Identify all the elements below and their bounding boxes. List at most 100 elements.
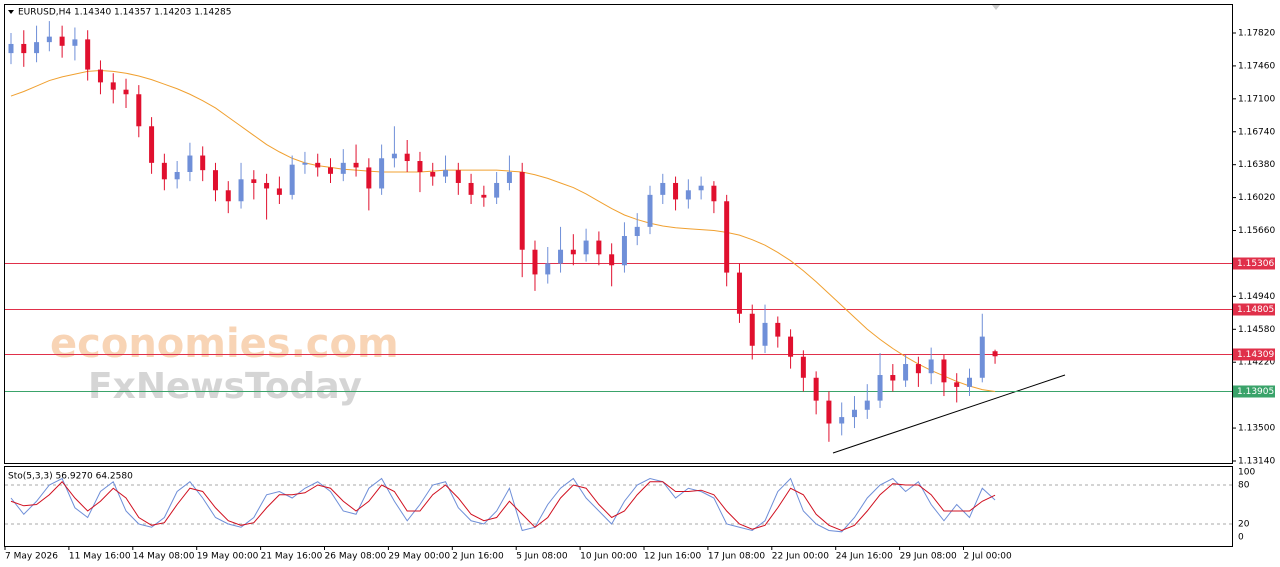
moving-average <box>10 69 996 392</box>
y-tick-label: 1.14220 <box>1238 358 1275 368</box>
level-label: 1.14805 <box>1237 305 1274 315</box>
stoch-line <box>10 480 996 532</box>
candle-body <box>443 170 449 177</box>
candle-body <box>187 155 193 172</box>
candle-body <box>890 375 896 381</box>
y-tick-label: 0 <box>1238 533 1244 543</box>
candle-body <box>800 356 806 378</box>
candle-body <box>545 263 551 275</box>
candle-body <box>685 190 691 200</box>
candle-body <box>506 171 512 183</box>
x-tick-label: 26 May 08:00 <box>325 552 387 562</box>
candle-body <box>289 164 295 195</box>
candle-body <box>34 42 40 54</box>
x-tick-label: 2 Jun 16:00 <box>452 552 504 562</box>
candle-body <box>724 201 730 273</box>
candle-body <box>251 179 257 183</box>
candle-body <box>519 171 525 250</box>
y-tick-label: 1.14580 <box>1238 325 1275 335</box>
menu-arrow[interactable] <box>8 10 14 14</box>
candle-body <box>404 153 410 162</box>
candle-body <box>992 351 998 357</box>
candle-body <box>660 182 666 195</box>
x-tick-label: 7 May 2026 <box>5 552 58 562</box>
candle-body <box>967 377 972 387</box>
candle-body <box>736 272 742 314</box>
candle-body <box>621 236 627 266</box>
y-tick-label: 80 <box>1238 481 1250 491</box>
candle-body <box>238 179 244 202</box>
candle-body <box>212 170 218 191</box>
level-tag <box>1233 385 1275 398</box>
candle-body <box>481 194 487 198</box>
x-tick-label: 5 Jun 08:00 <box>516 552 568 562</box>
x-tick-label: 14 May 08:00 <box>133 552 195 562</box>
y-tick-label: 1.16740 <box>1238 127 1275 137</box>
x-tick-label: 17 Jun 08:00 <box>708 552 765 562</box>
y-tick-label: 1.14940 <box>1238 292 1275 302</box>
candle-body <box>136 94 142 127</box>
candle-body <box>430 171 436 177</box>
candle-body <box>788 336 794 357</box>
y-tick-label: 1.16380 <box>1238 160 1275 170</box>
candle-body <box>161 162 167 180</box>
candle-body <box>264 182 270 189</box>
level-label: 1.15306 <box>1237 259 1274 269</box>
x-tick-label: 21 May 16:00 <box>261 552 323 562</box>
indicator-title: Sto(5,3,3) 56.9270 64.2580 <box>8 472 133 482</box>
x-tick-label: 11 May 16:00 <box>69 552 131 562</box>
y-tick-label: 1.17820 <box>1238 28 1275 38</box>
candle-body <box>97 69 103 83</box>
candle-body <box>59 36 65 46</box>
x-tick-label: 22 Jun 00:00 <box>772 552 829 562</box>
candle-body <box>468 182 474 195</box>
candle-body <box>417 161 423 172</box>
candle-body <box>366 167 372 189</box>
candle-body <box>698 185 704 191</box>
candle-body <box>826 400 832 424</box>
y-tick-label: 1.15660 <box>1238 226 1275 236</box>
level-tag <box>1233 348 1275 361</box>
stoch-line <box>10 477 996 533</box>
level-tag <box>1233 257 1275 270</box>
y-tick-label: 1.13500 <box>1238 424 1275 434</box>
x-tick-label: 24 Jun 16:00 <box>836 552 893 562</box>
candle-body <box>340 162 346 174</box>
y-tick-label: 1.17100 <box>1238 94 1275 104</box>
level-label: 1.14309 <box>1237 350 1274 360</box>
candle-body <box>928 359 934 374</box>
candle-body <box>149 126 155 163</box>
candle-body <box>634 226 640 237</box>
candle-body <box>609 254 615 266</box>
candle-body <box>583 240 589 255</box>
candle-body <box>46 36 52 43</box>
candle-body <box>532 249 538 275</box>
candle-body <box>647 194 653 227</box>
candle-body <box>903 364 909 381</box>
candle-body <box>851 409 857 418</box>
candle-body <box>813 377 819 401</box>
candle-body <box>558 249 564 264</box>
candle-body <box>123 89 129 95</box>
candle-body <box>941 359 947 383</box>
y-tick-label: 100 <box>1238 468 1255 478</box>
y-tick-label: 1.16020 <box>1238 193 1275 203</box>
candle-body <box>379 158 385 189</box>
candle-body <box>711 185 717 202</box>
trendline[interactable] <box>832 374 1066 454</box>
x-tick-label: 12 Jun 16:00 <box>644 552 701 562</box>
level-tag <box>1233 303 1275 316</box>
x-tick-label: 29 May 00:00 <box>388 552 450 562</box>
candle-body <box>353 162 359 168</box>
candle-body <box>775 322 781 337</box>
candle-body <box>200 155 206 171</box>
candle-body <box>864 400 870 410</box>
candle-body <box>877 375 883 401</box>
main-panel <box>4 4 1233 464</box>
candle-body <box>570 249 576 255</box>
level-label: 1.13905 <box>1237 387 1274 397</box>
candle-body <box>225 190 231 202</box>
watermark: economies.com <box>50 321 399 367</box>
candle-body <box>315 162 321 168</box>
